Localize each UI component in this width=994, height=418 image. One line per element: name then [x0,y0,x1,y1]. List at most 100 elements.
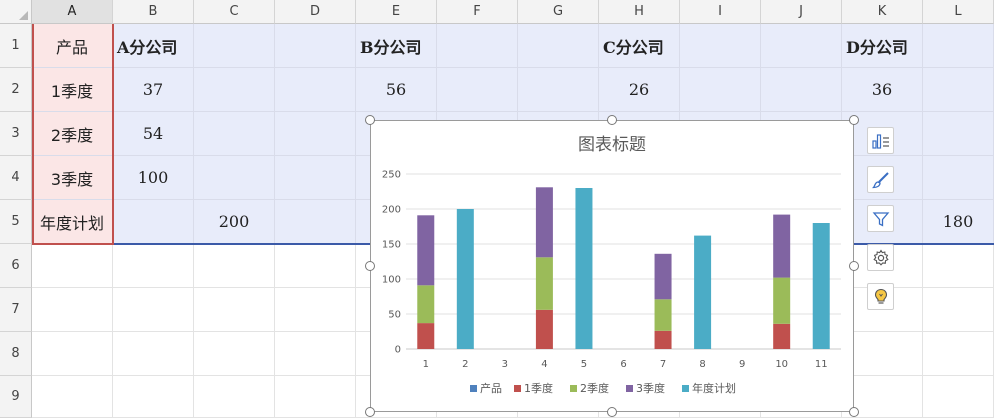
cell-d4[interactable] [275,156,356,200]
cell-c3[interactable] [194,112,275,156]
cell-l4[interactable] [923,156,994,200]
bar-3季度-7[interactable] [654,253,672,300]
row-header-6[interactable]: 6 [0,244,32,288]
resize-handle-top-right[interactable] [849,115,859,125]
cell-a9[interactable] [32,376,113,418]
cell-b9[interactable] [113,376,194,418]
row-header-3[interactable]: 3 [0,112,32,156]
bar-年度计划-2[interactable] [456,209,474,349]
cell-a1[interactable]: 产品 [32,24,113,68]
cell-k2[interactable]: 36 [842,68,923,112]
cell-l8[interactable] [923,332,994,376]
bar-3季度-1[interactable] [417,215,435,286]
bar-年度计划-8[interactable] [694,235,712,349]
cell-b3[interactable]: 54 [113,112,194,156]
cell-d9[interactable] [275,376,356,418]
cell-a8[interactable] [32,332,113,376]
column-header-c[interactable]: C [194,0,275,24]
cell-l5[interactable]: 180 [923,200,994,244]
cell-b2[interactable]: 37 [113,68,194,112]
bar-1季度-4[interactable] [535,309,553,349]
bar-2季度-4[interactable] [535,257,553,310]
cell-c5[interactable]: 200 [194,200,275,244]
cell-j2[interactable] [761,68,842,112]
row-header-1[interactable]: 1 [0,24,32,68]
chart-elements-button[interactable] [867,127,894,154]
column-header-g[interactable]: G [518,0,599,24]
cell-f1[interactable] [437,24,518,68]
cell-d5[interactable] [275,200,356,244]
chart-filter-button[interactable] [867,205,894,232]
row-header-2[interactable]: 2 [0,68,32,112]
chart-object[interactable]: 图表标题 1 2 3 4 5 6 7 8 9 10 11 0 50 100 150 200 250 产品 1季度… [370,120,854,412]
legend-entry-3季度[interactable]: 3季度 [636,381,665,395]
resize-handle-top[interactable] [607,115,617,125]
cell-d1[interactable] [275,24,356,68]
cell-a6[interactable] [32,244,113,288]
row-header-9[interactable]: 9 [0,376,32,418]
resize-handle-right[interactable] [849,261,859,271]
cell-c7[interactable] [194,288,275,332]
cell-b8[interactable] [113,332,194,376]
resize-handle-bottom-left[interactable] [365,407,375,417]
cell-a2[interactable]: 1季度 [32,68,113,112]
bar-年度计划-11[interactable] [812,223,830,349]
chart-style-button[interactable] [867,166,894,193]
column-header-a[interactable]: A [32,0,113,24]
cell-c2[interactable] [194,68,275,112]
cell-g2[interactable] [518,68,599,112]
bar-3季度-4[interactable] [535,187,553,258]
cell-h1[interactable]: C分公司 [599,24,680,68]
legend-entry-产品[interactable]: 产品 [480,381,502,395]
resize-handle-bottom[interactable] [607,407,617,417]
chart-settings-button[interactable] [867,244,894,271]
cell-d2[interactable] [275,68,356,112]
column-header-j[interactable]: J [761,0,842,24]
cell-l7[interactable] [923,288,994,332]
cell-k1[interactable]: D分公司 [842,24,923,68]
row-header-5[interactable]: 5 [0,200,32,244]
cell-g1[interactable] [518,24,599,68]
row-header-4[interactable]: 4 [0,156,32,200]
row-header-8[interactable]: 8 [0,332,32,376]
chart-title[interactable]: 图表标题 [578,135,646,155]
cell-b4[interactable]: 100 [113,156,194,200]
cell-k8[interactable] [842,332,923,376]
cell-l9[interactable] [923,376,994,418]
cell-l6[interactable] [923,244,994,288]
bar-1季度-1[interactable] [417,323,435,349]
legend-entry-1季度[interactable]: 1季度 [524,381,553,395]
resize-handle-left[interactable] [365,261,375,271]
cell-c6[interactable] [194,244,275,288]
bar-2季度-1[interactable] [417,285,435,324]
row-header-7[interactable]: 7 [0,288,32,332]
column-header-k[interactable]: K [842,0,923,24]
select-all-corner[interactable] [0,0,32,24]
cell-d8[interactable] [275,332,356,376]
cell-j1[interactable] [761,24,842,68]
cell-e1[interactable]: B分公司 [356,24,437,68]
column-header-e[interactable]: E [356,0,437,24]
cell-c1[interactable] [194,24,275,68]
cell-c4[interactable] [194,156,275,200]
cell-f2[interactable] [437,68,518,112]
cell-c8[interactable] [194,332,275,376]
cell-b1[interactable]: A分公司 [113,24,194,68]
column-header-d[interactable]: D [275,0,356,24]
resize-handle-top-left[interactable] [365,115,375,125]
bar-1季度-7[interactable] [654,330,672,349]
column-header-i[interactable]: I [680,0,761,24]
column-header-l[interactable]: L [923,0,994,24]
cell-c9[interactable] [194,376,275,418]
cell-d7[interactable] [275,288,356,332]
cell-i1[interactable] [680,24,761,68]
column-header-f[interactable]: F [437,0,518,24]
cell-l1[interactable] [923,24,994,68]
cell-a7[interactable] [32,288,113,332]
cell-a4[interactable]: 3季度 [32,156,113,200]
bar-3季度-10[interactable] [773,214,791,278]
cell-a3[interactable]: 2季度 [32,112,113,156]
column-header-b[interactable]: B [113,0,194,24]
legend-entry-2季度[interactable]: 2季度 [580,381,609,395]
cell-a5[interactable]: 年度计划 [32,200,113,244]
